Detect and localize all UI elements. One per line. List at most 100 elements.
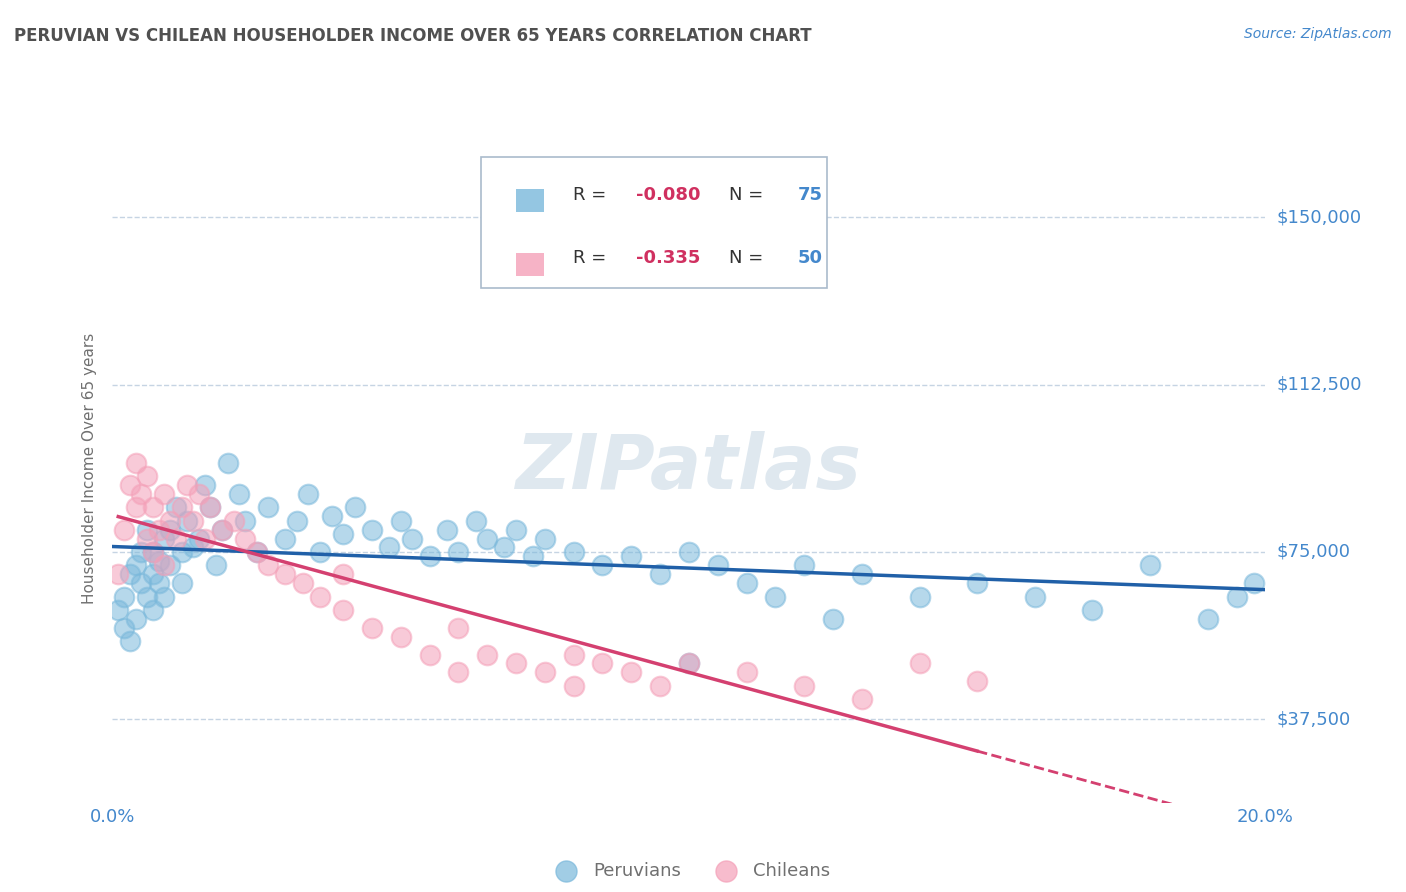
Point (112, 523, 135, 537)
Point (112, 590, 135, 604)
Point (233, 532, 256, 546)
Text: -0.080: -0.080 (637, 186, 702, 204)
Point (188, 532, 211, 546)
Point (142, 603, 165, 617)
Point (332, 603, 354, 617)
Point (1139, 558, 1161, 573)
Point (447, 545, 470, 559)
Point (170, 576, 193, 591)
Point (851, 692, 873, 706)
Text: R =: R = (574, 186, 612, 204)
Point (118, 634, 141, 648)
Point (142, 500, 165, 515)
Point (1081, 603, 1104, 617)
Point (194, 478, 217, 492)
Point (245, 545, 267, 559)
Point (620, 549, 643, 564)
Point (648, 679, 672, 693)
Point (389, 630, 412, 644)
Point (562, 545, 585, 559)
Point (142, 567, 165, 582)
Point (136, 469, 159, 483)
Point (211, 523, 233, 537)
Text: -0.335: -0.335 (637, 250, 700, 268)
Point (233, 514, 256, 528)
Point (170, 545, 193, 559)
Point (908, 657, 931, 671)
Text: $112,500: $112,500 (1277, 376, 1362, 393)
Point (136, 532, 159, 546)
Point (309, 590, 332, 604)
Point (706, 558, 728, 573)
Point (228, 487, 250, 501)
Point (678, 545, 700, 559)
Point (360, 523, 382, 537)
Point (222, 514, 245, 528)
Text: ZIPatlas: ZIPatlas (516, 432, 862, 505)
Y-axis label: Householder Income Over 65 years: Householder Income Over 65 years (82, 333, 97, 604)
Text: 50: 50 (797, 250, 823, 268)
Point (274, 532, 297, 546)
Text: N =: N = (728, 250, 769, 268)
Text: $150,000: $150,000 (1277, 209, 1361, 227)
Point (136, 590, 159, 604)
Point (1226, 590, 1249, 604)
Point (194, 532, 217, 546)
Point (118, 478, 141, 492)
Text: Source: ZipAtlas.com: Source: ZipAtlas.com (1244, 27, 1392, 41)
Point (533, 532, 555, 546)
Point (257, 500, 280, 515)
Point (447, 621, 470, 635)
Point (592, 558, 614, 573)
Point (200, 500, 222, 515)
Point (148, 554, 170, 568)
Point (908, 590, 931, 604)
Point (159, 523, 181, 537)
Point (129, 545, 153, 559)
Point (793, 558, 815, 573)
Text: $75,000: $75,000 (1277, 543, 1351, 561)
Point (436, 523, 458, 537)
Point (153, 487, 176, 501)
Point (112, 621, 135, 635)
FancyBboxPatch shape (516, 252, 544, 276)
Point (343, 500, 366, 515)
Point (188, 487, 211, 501)
Point (592, 657, 614, 671)
Text: R =: R = (574, 250, 612, 268)
Point (181, 514, 204, 528)
Point (522, 549, 544, 564)
Point (1243, 576, 1265, 591)
Point (464, 514, 486, 528)
Point (1024, 590, 1046, 604)
Point (129, 487, 153, 501)
Point (562, 648, 585, 662)
Point (142, 545, 165, 559)
Point (475, 532, 498, 546)
Point (291, 576, 314, 591)
FancyBboxPatch shape (516, 189, 544, 212)
Point (159, 514, 181, 528)
Point (153, 590, 176, 604)
Point (176, 514, 198, 528)
Point (389, 514, 412, 528)
Point (124, 456, 146, 470)
Text: $37,500: $37,500 (1277, 710, 1351, 728)
Point (136, 523, 159, 537)
Point (505, 523, 527, 537)
Point (153, 532, 176, 546)
Point (285, 514, 308, 528)
Point (678, 657, 700, 671)
Point (181, 541, 204, 555)
Point (148, 576, 170, 591)
Point (419, 648, 441, 662)
Point (475, 648, 498, 662)
Point (332, 567, 354, 582)
Text: PERUVIAN VS CHILEAN HOUSEHOLDER INCOME OVER 65 YEARS CORRELATION CHART: PERUVIAN VS CHILEAN HOUSEHOLDER INCOME O… (14, 27, 811, 45)
Point (851, 567, 873, 582)
Point (200, 500, 222, 515)
Point (170, 500, 193, 515)
Point (505, 657, 527, 671)
Point (360, 621, 382, 635)
Point (107, 567, 129, 582)
